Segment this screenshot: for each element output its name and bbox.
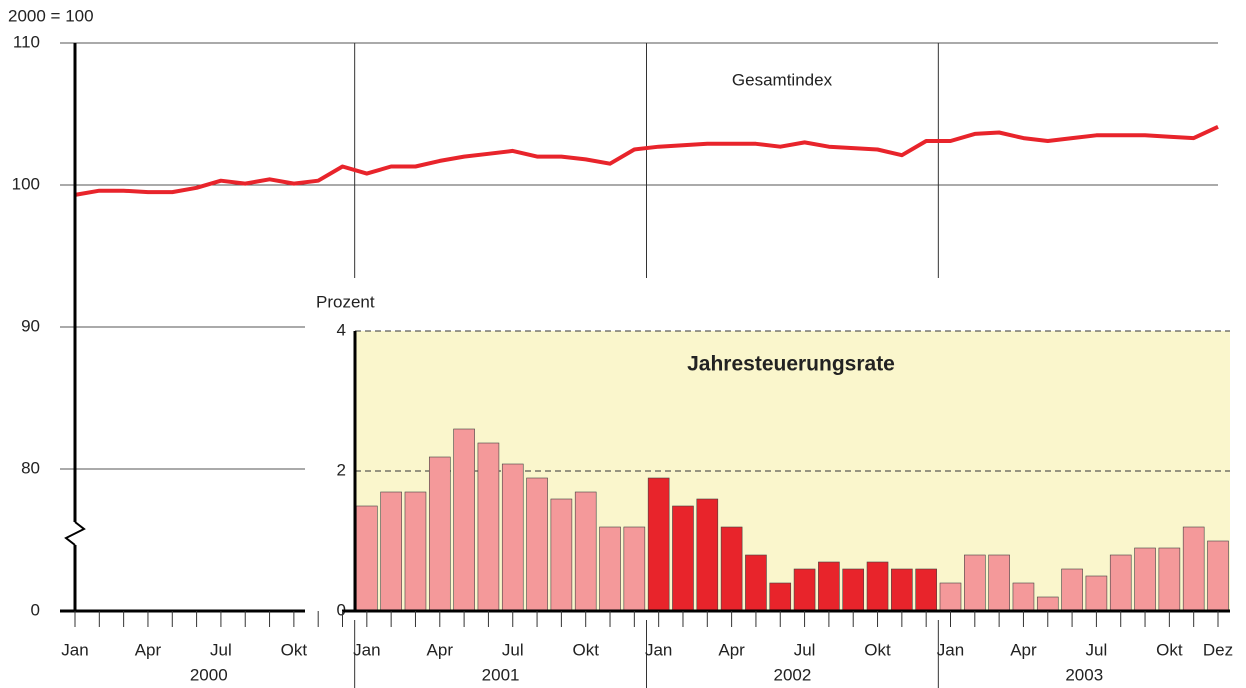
y-axis-label: 2000 = 100 [8,6,94,25]
bar [1109,554,1132,612]
y-tick-label: 90 [21,316,40,335]
year-label: 2001 [482,665,520,684]
bar [356,505,378,612]
x-tick-label: Okt [572,640,599,659]
x-tick-label: Jul [210,640,232,659]
x-tick-label: Jan [645,640,672,659]
bar [891,568,913,612]
bar [550,498,573,612]
y-tick-label: 110 [13,32,40,51]
bar [1134,547,1156,612]
x-tick-label: Apr [1010,640,1037,659]
x-tick-label: Dez [1203,640,1233,659]
bar [477,442,500,612]
bar [1085,575,1108,612]
index-line [74,124,1219,197]
x-tick-label: Apr [718,640,745,659]
bar [404,491,427,612]
bar [915,568,937,612]
y-tick-label: 0 [31,600,40,619]
bar [939,582,962,612]
x-tick-label: Apr [427,640,454,659]
bar [720,526,743,612]
bar [428,456,451,612]
y-axis-label: Prozent [316,292,375,311]
bar [988,554,1010,612]
bar [1182,526,1205,612]
bar [647,477,670,612]
year-label: 2000 [190,665,228,684]
x-tick-label: Jul [794,640,816,659]
y-tick-label: 2 [337,460,346,479]
bar [1012,582,1035,612]
bar [1061,568,1083,612]
bar [623,526,646,612]
x-tick-label: Jan [353,640,380,659]
chart-title: Jahresteuerungsrate [687,353,895,376]
bar [380,491,402,612]
bar [453,428,475,612]
y-tick-label: 80 [21,458,40,477]
bar [526,477,548,612]
bar [696,498,719,612]
bar [745,554,767,612]
bar [818,561,840,612]
y-tick-label: 4 [337,320,346,339]
y-tick-label: 0 [337,600,346,619]
x-tick-label: Okt [1156,640,1183,659]
year-label: 2002 [774,665,812,684]
year-label: 2003 [1065,665,1103,684]
x-tick-label: Jul [1086,640,1108,659]
bar [574,491,597,612]
bar [1207,540,1229,612]
bar [769,582,792,612]
bar [1036,596,1059,612]
bar [501,463,524,612]
x-tick-label: Jan [937,640,964,659]
x-tick-label: Apr [135,640,162,659]
axis-break [64,521,86,546]
y-tick-label: 100 [12,174,40,193]
bar [1158,547,1181,612]
x-tick-label: Okt [864,640,891,659]
x-tick-label: Okt [281,640,308,659]
annotation: Gesamtindex [732,70,833,89]
x-tick-label: Jan [61,640,88,659]
bar [672,505,694,612]
bar [866,561,889,612]
x-tick-label: Jul [502,640,524,659]
bar [599,526,621,612]
bar [842,568,865,612]
bar [964,554,986,612]
bar [793,568,816,612]
